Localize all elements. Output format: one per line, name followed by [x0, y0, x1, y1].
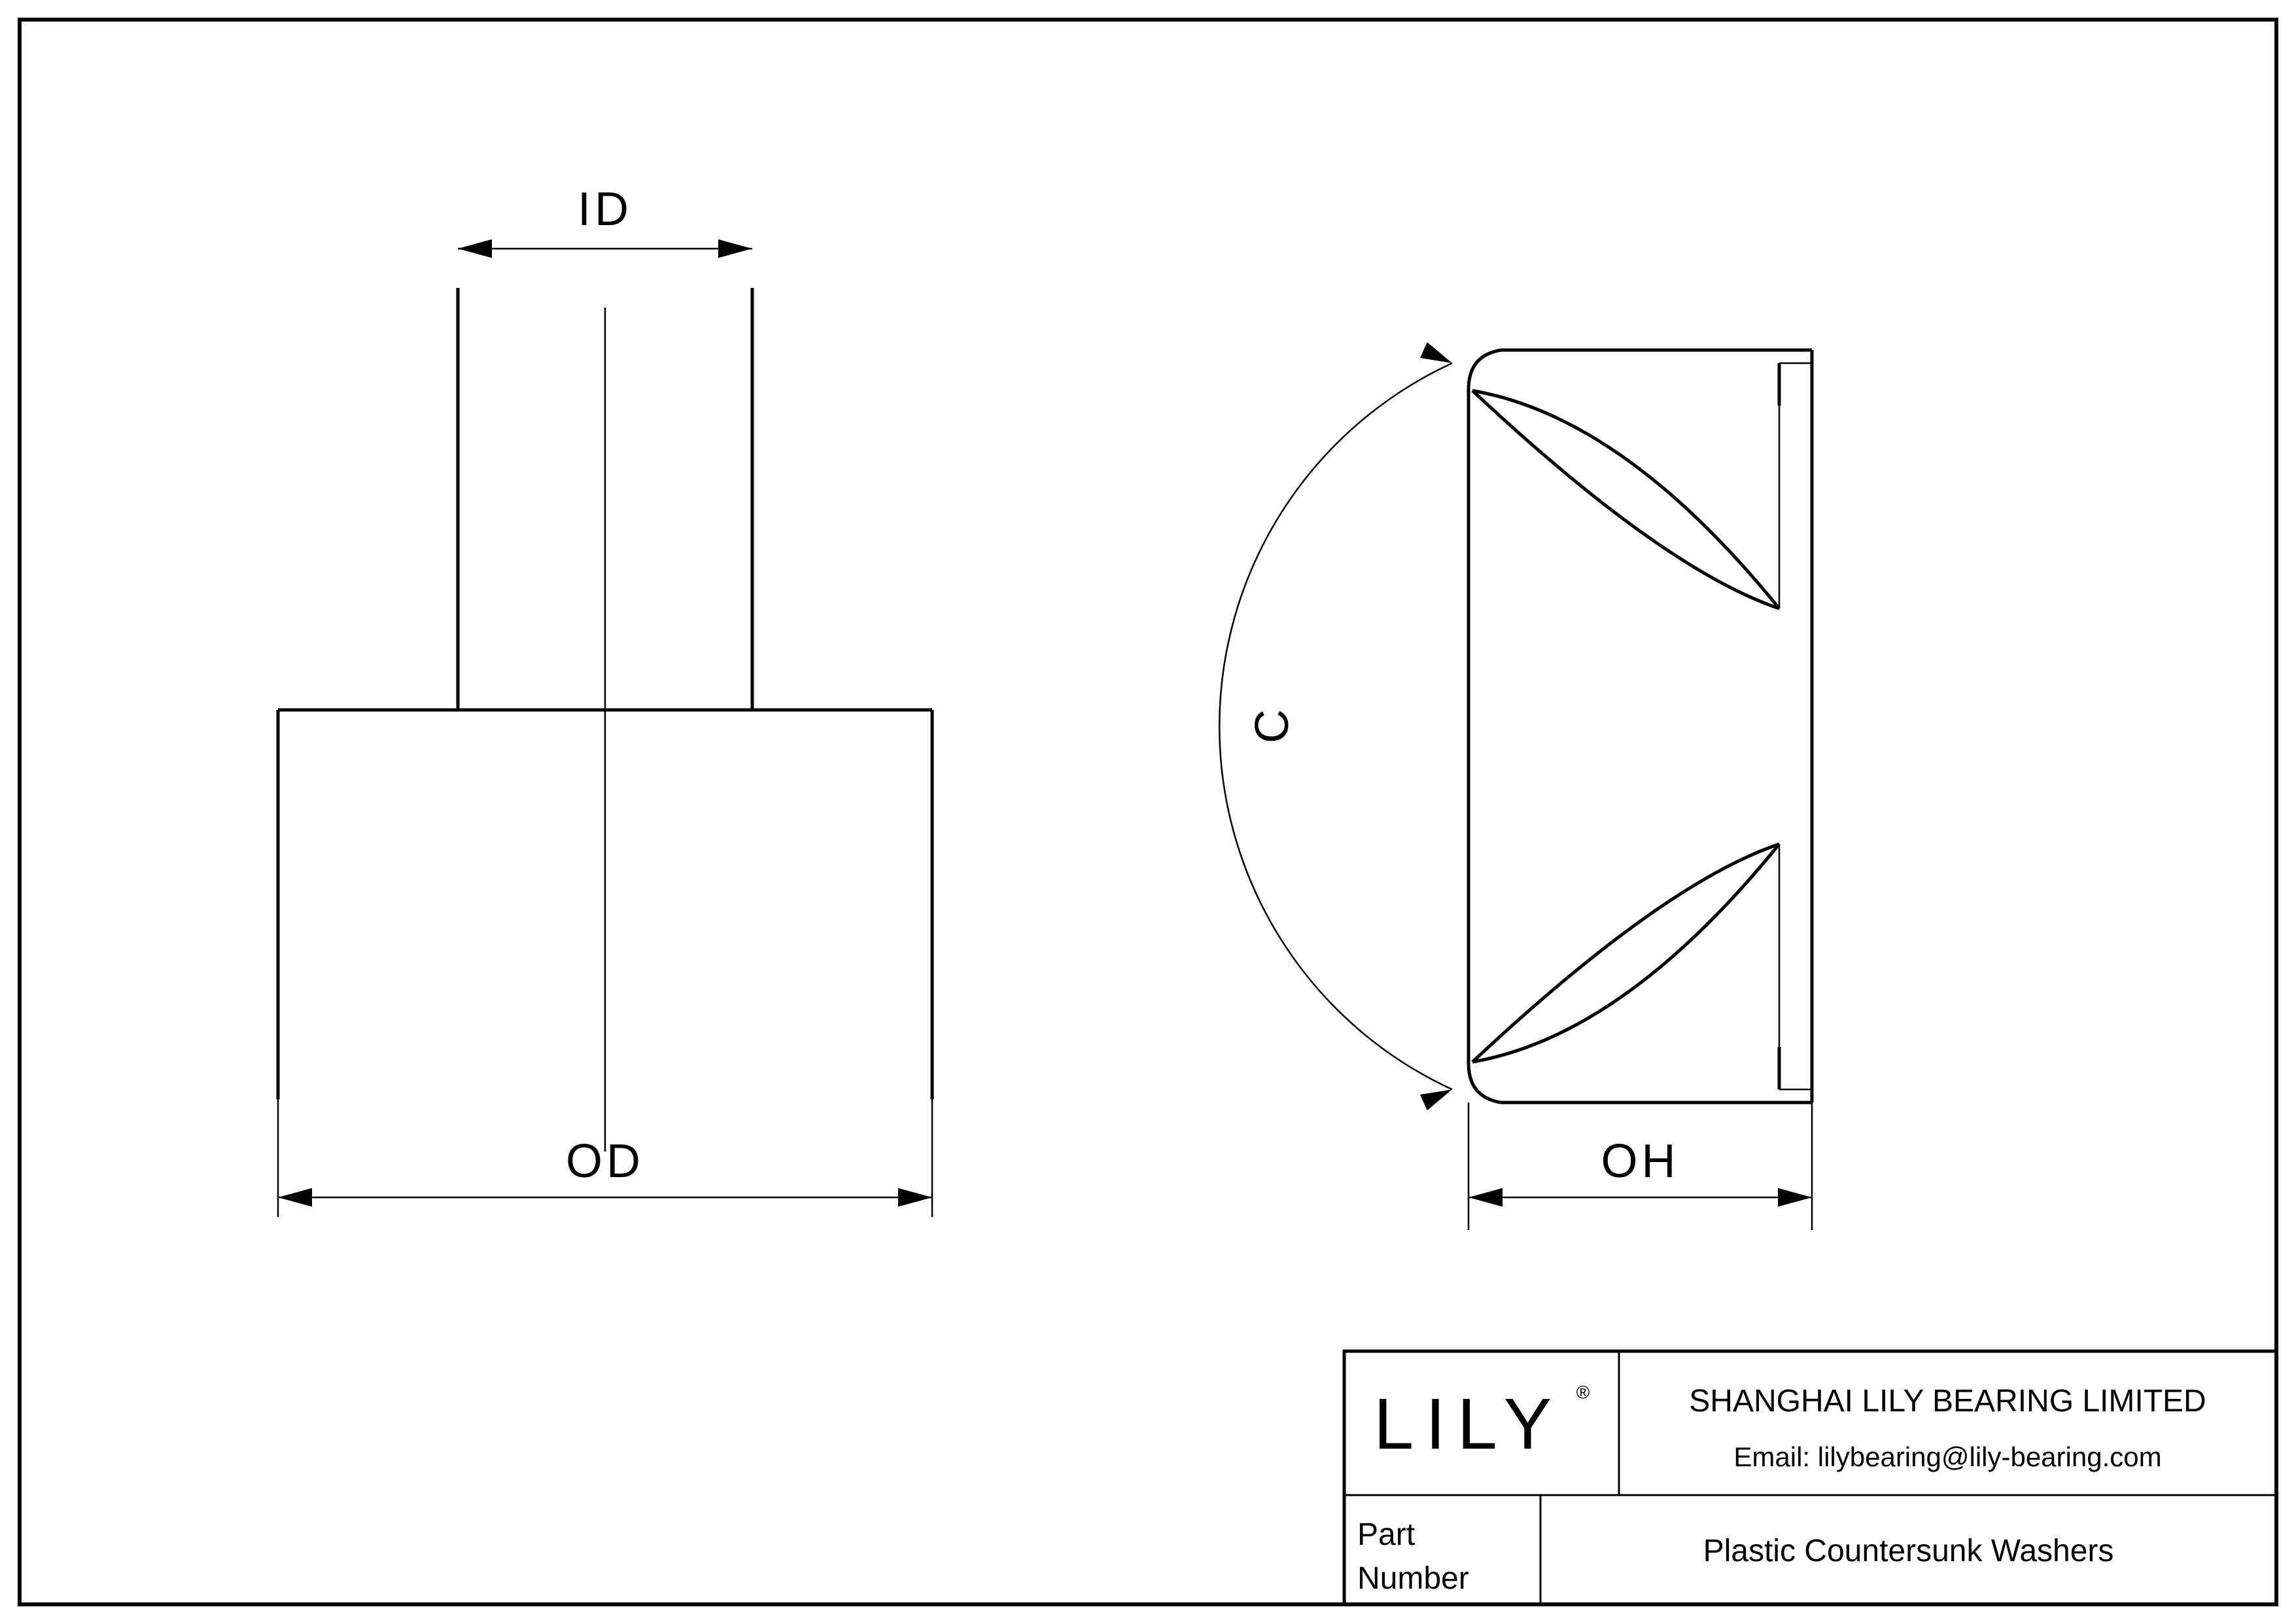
label-od: OD	[566, 1135, 644, 1188]
label-oh: OH	[1601, 1135, 1680, 1188]
label-id: ID	[578, 183, 633, 236]
logo-reg: ®	[1576, 1382, 1590, 1402]
drawing-frame	[20, 20, 2276, 1604]
company-name: SHANGHAI LILY BEARING LIMITED	[1689, 1384, 2206, 1419]
part-label-1: Part	[1357, 1517, 1415, 1552]
logo-text: LILY	[1374, 1384, 1563, 1464]
product-name: Plastic Countersunk Washers	[1703, 1534, 2114, 1568]
company-email: Email: lilybearing@lily-bearing.com	[1733, 1441, 2161, 1472]
label-c: C	[1246, 709, 1298, 743]
part-label-2: Number	[1357, 1561, 1469, 1596]
